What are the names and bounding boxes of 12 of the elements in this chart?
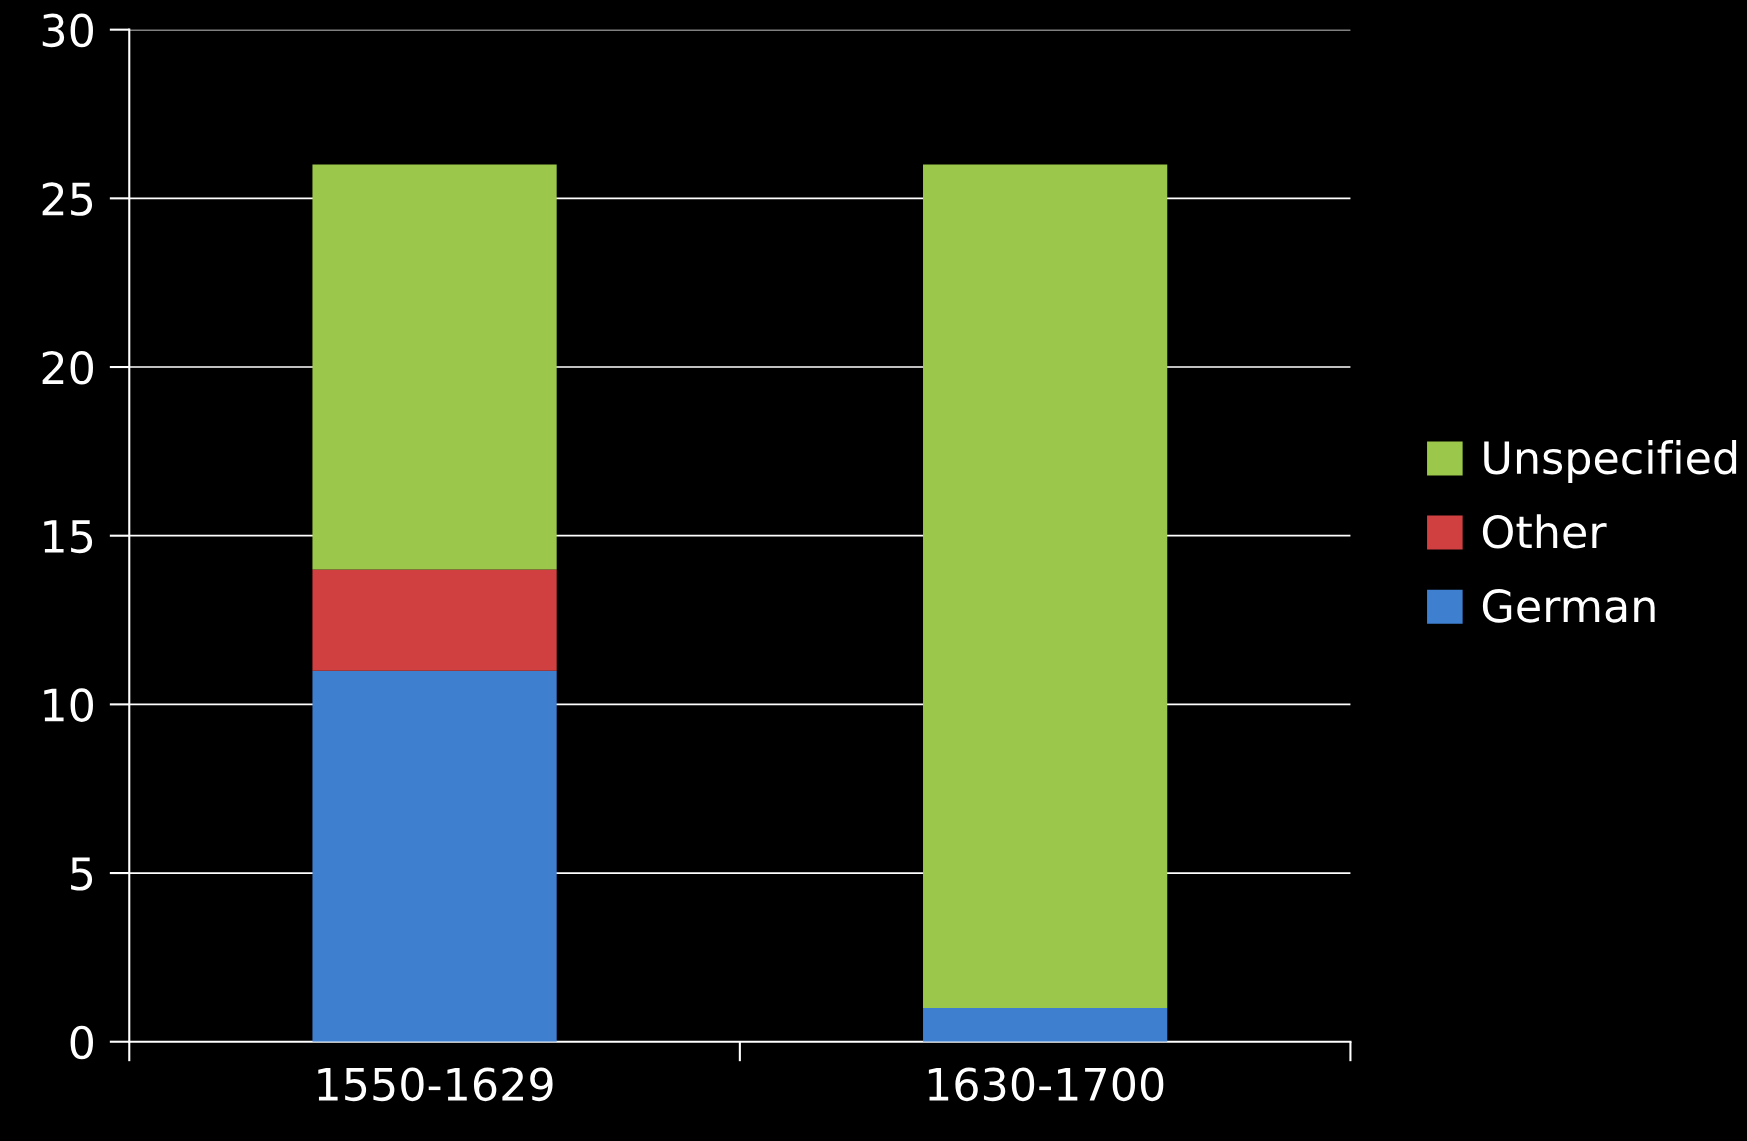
legend-label: Other <box>1482 514 1607 549</box>
x-tick-label: 1550-1629 <box>318 1067 553 1102</box>
x-tick-label: 1630-1700 <box>928 1067 1164 1102</box>
y-tick-label: 0 <box>70 1025 93 1060</box>
legend-label: German <box>1482 589 1655 623</box>
y-tick-label: 15 <box>44 520 93 554</box>
y-tick-label: 5 <box>71 857 93 891</box>
y-tick-label: 10 <box>44 688 93 722</box>
y-tick-label: 25 <box>42 182 93 216</box>
legend-label: Unspecified <box>1484 440 1737 484</box>
y-tick-label: 20 <box>42 350 93 385</box>
y-tick-label: 30 <box>42 13 93 48</box>
